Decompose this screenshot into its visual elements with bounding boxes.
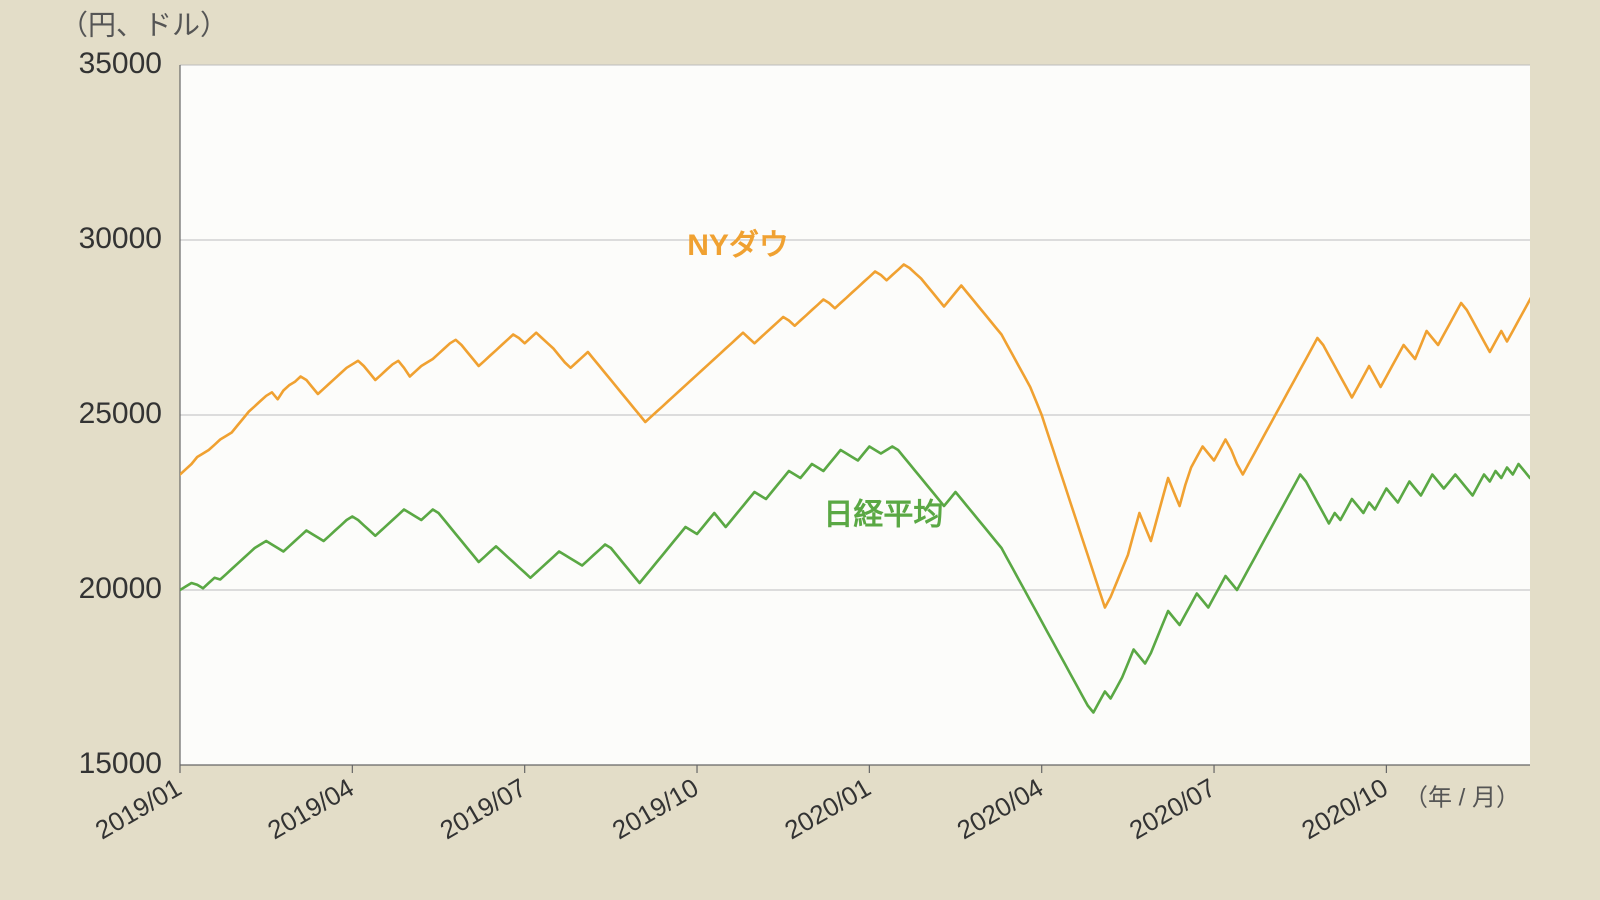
y-tick-label: 25000 — [79, 397, 162, 430]
y-tick-label: 15000 — [79, 747, 162, 780]
series-label-NYダウ: NYダウ — [687, 228, 789, 262]
stock-index-line-chart: 15000200002500030000350002019/012019/042… — [0, 0, 1600, 900]
y-tick-label: 30000 — [79, 222, 162, 255]
series-label-日経平均: 日経平均 — [823, 497, 943, 531]
y-axis-title: （円、ドル） — [60, 9, 228, 40]
y-tick-label: 35000 — [79, 47, 162, 80]
y-tick-label: 20000 — [79, 572, 162, 605]
x-axis-title: （年 / 月） — [1404, 784, 1520, 811]
